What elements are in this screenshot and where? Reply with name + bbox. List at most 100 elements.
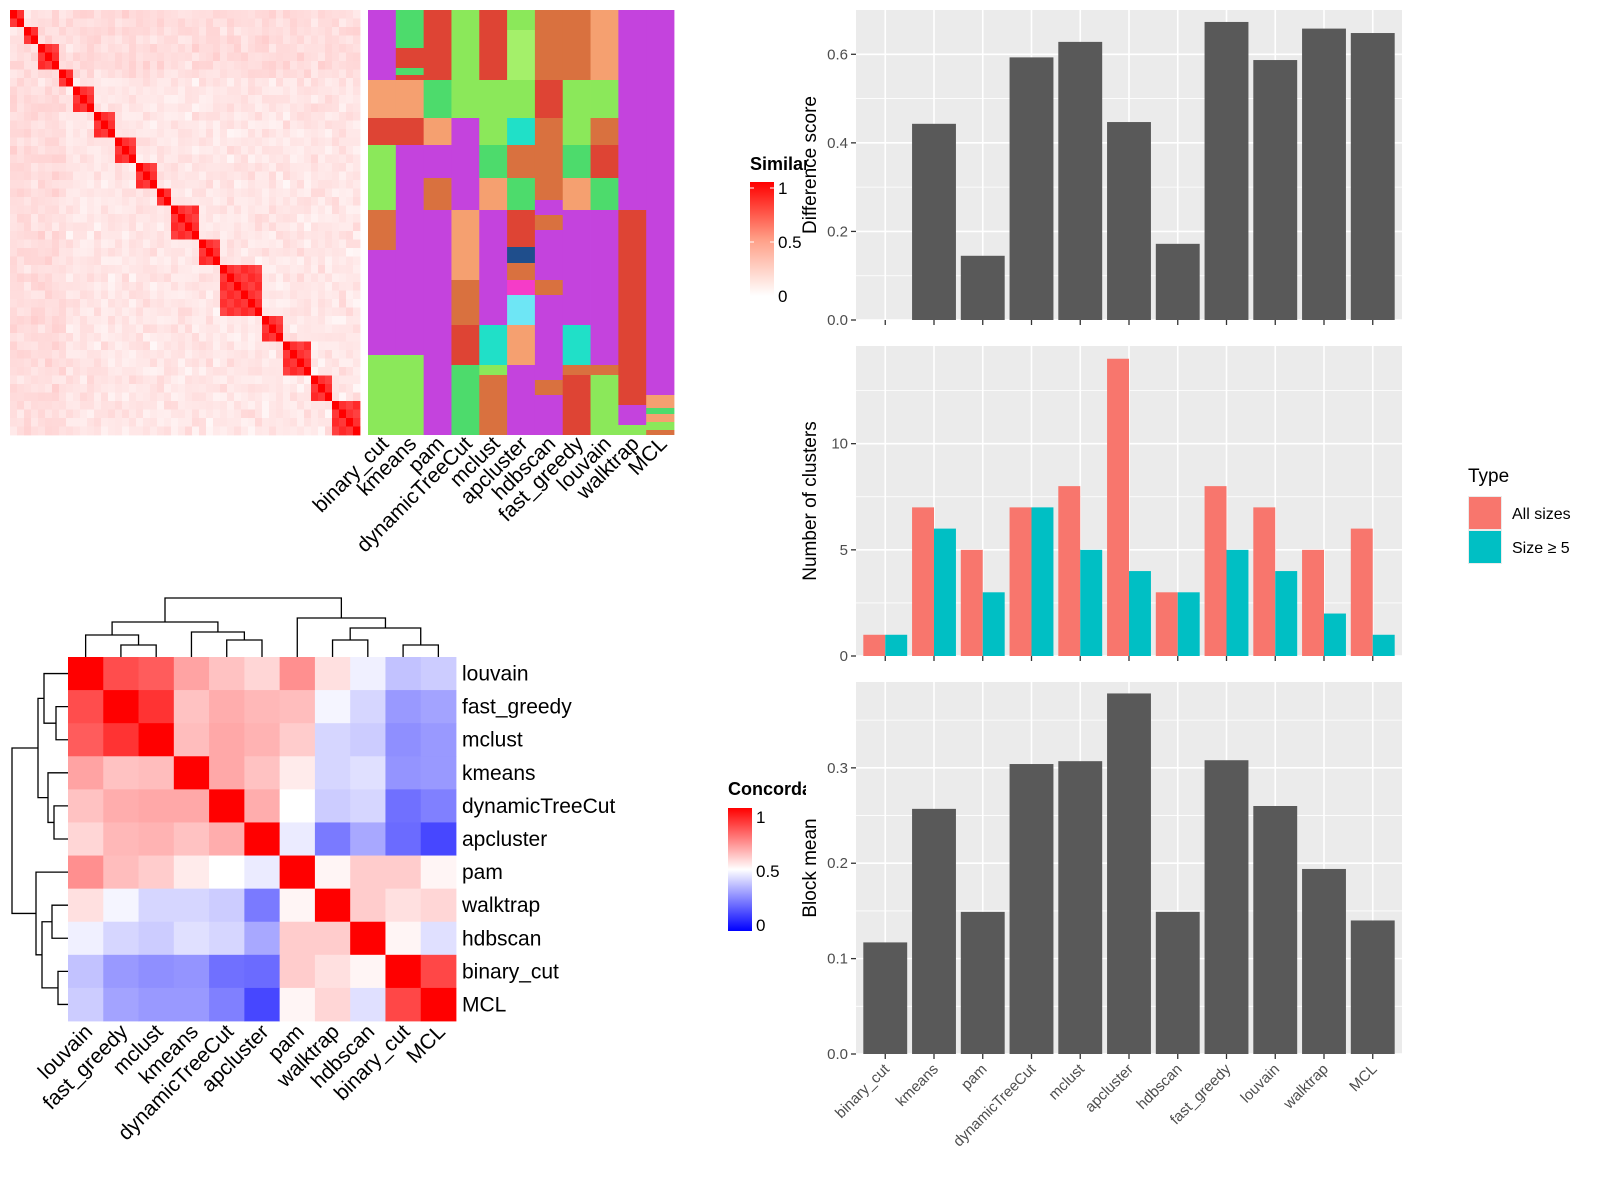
similarity-cell	[227, 197, 235, 206]
concordance-cell	[279, 657, 316, 691]
similarity-cell	[248, 282, 256, 291]
similarity-cell	[136, 273, 144, 283]
similarity-cell	[241, 273, 249, 283]
similarity-cell	[171, 120, 179, 130]
similarity-cell	[108, 69, 116, 79]
similarity-cell	[59, 44, 67, 53]
similarity-cell	[87, 137, 95, 147]
similarity-cell	[24, 35, 32, 45]
similarity-cell	[150, 392, 158, 402]
similarity-cell	[80, 61, 88, 70]
similarity-cell	[38, 188, 46, 198]
concordance-cell	[350, 888, 386, 923]
similarity-cell	[199, 231, 207, 240]
similarity-cell	[143, 146, 151, 155]
similarity-cell	[178, 120, 186, 130]
similarity-cell	[297, 282, 305, 291]
similarity-cell	[101, 35, 109, 45]
similarity-cell	[255, 129, 263, 138]
similarity-cell	[248, 163, 256, 172]
concordance-cell	[385, 855, 422, 890]
concordance-cell	[244, 723, 281, 757]
similarity-cell	[45, 27, 53, 36]
similarity-cell	[318, 154, 326, 164]
similarity-cell	[136, 239, 144, 249]
similarity-cell	[262, 103, 270, 113]
similarity-cell	[332, 214, 340, 223]
similarity-cell	[178, 341, 186, 351]
similarity-cell	[80, 154, 88, 164]
similarity-cell	[101, 69, 109, 79]
similarity-cell	[143, 375, 151, 385]
similarity-cell	[206, 205, 214, 215]
similarity-cell	[227, 316, 235, 325]
similarity-cell	[332, 69, 340, 79]
similarity-cell	[185, 78, 193, 87]
similarity-cell	[290, 248, 298, 257]
similarity-cell	[108, 307, 116, 317]
similarity-cell	[150, 188, 158, 198]
concordance-cell	[138, 789, 175, 823]
similarity-cell	[332, 188, 340, 198]
similarity-cell	[94, 222, 102, 232]
similarity-cell	[325, 163, 333, 172]
similarity-cell	[269, 188, 277, 198]
similarity-cell	[87, 273, 95, 283]
similarity-cell	[101, 418, 109, 427]
similarity-cell	[17, 180, 25, 189]
similarity-cell	[311, 188, 319, 198]
similarity-cell	[248, 324, 256, 334]
similarity-cell	[10, 180, 18, 189]
similarity-cell	[248, 256, 256, 266]
concordance-cell	[385, 756, 422, 790]
similarity-cell	[213, 358, 221, 368]
similarity-cell	[332, 18, 340, 28]
similarity-cell	[304, 214, 312, 223]
concordance-legend-tick-1: 1	[756, 808, 765, 827]
similarity-cell	[178, 146, 186, 155]
similarity-cell	[255, 95, 263, 104]
similarity-cell	[17, 44, 25, 53]
similarity-cell	[318, 248, 326, 257]
similarity-cell	[332, 180, 340, 189]
similarity-cell	[304, 401, 312, 410]
similarity-cell	[262, 180, 270, 189]
similarity-cell	[52, 231, 60, 240]
similarity-cell	[213, 35, 221, 45]
similarity-cell	[276, 205, 284, 215]
similarity-cell	[52, 86, 60, 96]
similarity-cell	[66, 324, 74, 334]
similarity-cell	[66, 18, 74, 28]
similarity-cell	[290, 120, 298, 130]
similarity-cell	[199, 375, 207, 385]
similarity-cell	[269, 129, 277, 138]
assignment-cell	[507, 30, 536, 55]
similarity-cell	[178, 129, 186, 138]
similarity-cell	[122, 350, 130, 359]
similarity-cell	[164, 341, 172, 351]
similarity-cell	[206, 61, 214, 70]
assignment-column-labels: binary_cutkmeanspamdynamicTreeCutmclusta…	[309, 432, 672, 557]
concordance-cell	[279, 690, 316, 724]
similarity-cell	[248, 171, 256, 181]
assignment-cell	[534, 280, 564, 295]
similarity-cell	[17, 248, 25, 257]
similarity-cell	[332, 61, 340, 70]
assignment-cell	[534, 395, 564, 435]
similarity-cell	[255, 231, 263, 240]
similarity-cell	[318, 282, 326, 291]
similarity-cell	[52, 214, 60, 223]
similarity-cell	[192, 307, 200, 317]
similarity-cell	[353, 171, 361, 181]
similarity-cell	[199, 180, 207, 189]
bar	[1155, 911, 1200, 1054]
similarity-cell	[241, 248, 249, 257]
similarity-cell	[136, 154, 144, 164]
similarity-cell	[157, 375, 165, 385]
similarity-cell	[31, 188, 39, 198]
similarity-cell	[87, 214, 95, 223]
similarity-cell	[220, 248, 228, 257]
similarity-cell	[318, 401, 326, 410]
similarity-cell	[94, 197, 102, 206]
similarity-cell	[59, 231, 67, 240]
